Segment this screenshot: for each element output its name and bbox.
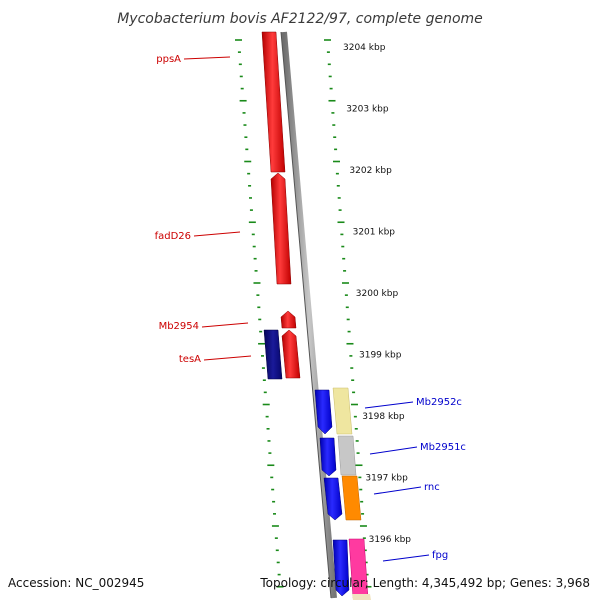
ruler-label: 3203 kbp [346,105,389,115]
gene-label-fadD26: fadD26 [155,231,191,242]
ruler-label: 3197 kbp [365,474,408,484]
category-block-pale [352,594,371,600]
gene-fpg-arrow [332,539,350,597]
reverse-genes [314,389,350,597]
category-block-yellow [332,387,353,435]
leader-tesA [203,355,252,361]
gene-Mb2951c-arrow [319,437,337,477]
ruler-label: 3201 kbp [353,228,396,238]
gene-tesA-arrow [281,329,301,379]
gene-label-group: ppsA fadD26 Mb2954 tesA Mb2952c Mb2951c … [155,54,466,562]
ruler-label: 3196 kbp [369,535,412,545]
category-block-grey [337,435,357,476]
gene-label-Mb2954: Mb2954 [159,321,199,332]
gene-rnc-arrow [323,477,343,521]
ruler-label: 3204 kbp [343,43,386,53]
forward-genes [261,31,301,380]
gene-label-Mb2952c: Mb2952c [416,397,462,408]
gene-label-tesA: tesA [179,354,201,365]
leader-ppsA [183,56,231,60]
gene-label-ppsA: ppsA [156,54,181,65]
backbone-edge [280,31,332,599]
genome-summary-text: Topology: circular; Length: 4,345,492 bp… [259,576,590,590]
ruler-label: 3200 kbp [356,289,399,299]
category-blocks [332,387,371,600]
ruler-label: 3198 kbp [362,412,405,422]
map-title: Mycobacterium bovis AF2122/97, complete … [117,11,483,27]
leader-Mb2952c [364,401,414,409]
gene-label-fpg: fpg [432,550,448,561]
genome-backbone [281,31,337,599]
ruler-label: 3202 kbp [349,166,392,176]
gene-label-rnc: rnc [424,482,440,493]
leader-Mb2951c [369,446,418,455]
leader-Mb2954 [201,322,249,328]
gene-ppsA-arrow [261,31,286,173]
gene-fadD26-arrow [270,172,292,285]
gene-Mb2954-arrow [280,310,297,329]
category-block-orange [341,475,362,521]
accession-text: Accession: NC_002945 [8,576,144,590]
gene-dark-block [263,329,283,380]
gene-label-Mb2951c: Mb2951c [420,442,466,453]
tick-marks [235,39,372,588]
leader-fpg [382,554,430,562]
leader-fadD26 [193,231,241,237]
ruler-label: 3199 kbp [359,351,402,361]
ruler-labels: 3204 kbp 3203 kbp 3202 kbp 3201 kbp 3200 kbp… [343,43,411,545]
leader-rnc [373,486,422,495]
gene-Mb2952c-arrow [314,389,333,435]
